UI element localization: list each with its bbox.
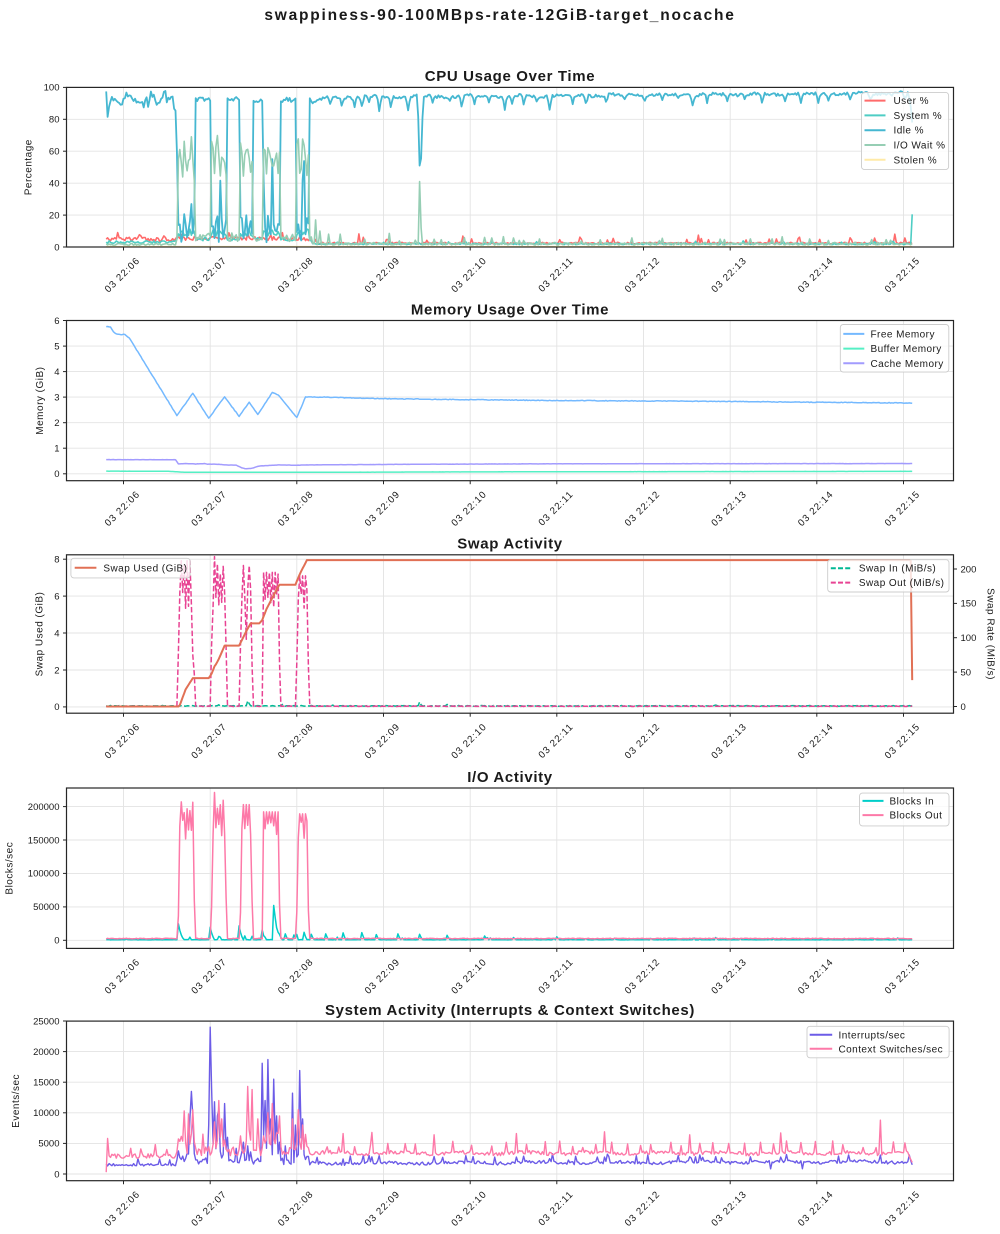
- svg-text:80: 80: [49, 115, 60, 126]
- svg-text:0: 0: [54, 1169, 59, 1180]
- svg-text:swappiness-90-100MBps-rate-12G: swappiness-90-100MBps-rate-12GiB-target_…: [264, 7, 735, 24]
- svg-text:6: 6: [54, 591, 59, 602]
- svg-text:100000: 100000: [28, 869, 60, 880]
- svg-text:Events/sec: Events/sec: [11, 1074, 22, 1128]
- svg-text:200000: 200000: [28, 802, 60, 813]
- svg-text:0: 0: [54, 242, 59, 253]
- svg-text:0: 0: [54, 936, 59, 947]
- svg-text:Idle %: Idle %: [894, 126, 925, 137]
- svg-text:4: 4: [54, 367, 59, 378]
- svg-text:2: 2: [54, 665, 59, 676]
- svg-text:Swap Out (MiB/s): Swap Out (MiB/s): [859, 578, 945, 589]
- svg-text:40: 40: [49, 179, 60, 190]
- svg-text:4: 4: [54, 628, 59, 639]
- svg-text:150000: 150000: [28, 835, 60, 846]
- svg-text:150: 150: [961, 599, 977, 610]
- svg-text:5: 5: [54, 341, 59, 352]
- svg-text:CPU Usage Over Time: CPU Usage Over Time: [425, 68, 595, 85]
- svg-text:10000: 10000: [33, 1108, 59, 1119]
- svg-text:Percentage: Percentage: [24, 139, 35, 195]
- svg-text:6: 6: [54, 316, 59, 327]
- svg-text:50000: 50000: [33, 902, 59, 913]
- svg-text:User %: User %: [894, 96, 929, 107]
- svg-text:Swap In (MiB/s): Swap In (MiB/s): [859, 564, 936, 575]
- svg-text:Cache Memory: Cache Memory: [871, 359, 944, 370]
- svg-text:Blocks Out: Blocks Out: [890, 811, 943, 822]
- svg-text:8: 8: [54, 555, 59, 566]
- svg-text:50: 50: [961, 667, 972, 678]
- svg-text:3: 3: [54, 392, 59, 403]
- svg-text:I/O Wait %: I/O Wait %: [894, 141, 946, 152]
- svg-text:Blocks In: Blocks In: [890, 796, 935, 807]
- svg-text:Blocks/sec: Blocks/sec: [5, 842, 16, 895]
- svg-text:Swap Used (GiB): Swap Used (GiB): [35, 592, 46, 677]
- svg-text:Swap Activity: Swap Activity: [457, 536, 562, 553]
- svg-text:Buffer Memory: Buffer Memory: [871, 344, 942, 355]
- svg-text:Stolen %: Stolen %: [894, 155, 938, 166]
- svg-text:Memory (GiB): Memory (GiB): [35, 366, 46, 434]
- svg-text:I/O Activity: I/O Activity: [467, 769, 553, 786]
- svg-text:Interrupts/sec: Interrupts/sec: [839, 1030, 906, 1041]
- svg-text:20: 20: [49, 210, 60, 221]
- svg-text:Context Switches/sec: Context Switches/sec: [839, 1044, 944, 1055]
- svg-text:Memory Usage Over Time: Memory Usage Over Time: [411, 301, 609, 318]
- svg-text:200: 200: [961, 564, 977, 575]
- svg-text:Swap Used (GiB): Swap Used (GiB): [103, 563, 187, 574]
- svg-text:100: 100: [44, 83, 60, 94]
- svg-text:25000: 25000: [33, 1016, 59, 1027]
- svg-text:System %: System %: [894, 111, 943, 122]
- svg-text:Free Memory: Free Memory: [871, 329, 935, 340]
- svg-text:0: 0: [961, 702, 966, 713]
- svg-text:1: 1: [54, 444, 59, 455]
- svg-text:Swap Rate (MiB/s): Swap Rate (MiB/s): [985, 588, 996, 680]
- svg-text:0: 0: [54, 702, 59, 713]
- svg-text:20000: 20000: [33, 1047, 59, 1058]
- svg-text:0: 0: [54, 469, 59, 480]
- svg-text:System Activity (Interrupts &: System Activity (Interrupts & Context Sw…: [325, 1002, 695, 1019]
- svg-text:5000: 5000: [38, 1139, 59, 1150]
- svg-text:15000: 15000: [33, 1078, 59, 1089]
- svg-text:2: 2: [54, 418, 59, 429]
- svg-text:60: 60: [49, 147, 60, 158]
- svg-text:100: 100: [961, 633, 977, 644]
